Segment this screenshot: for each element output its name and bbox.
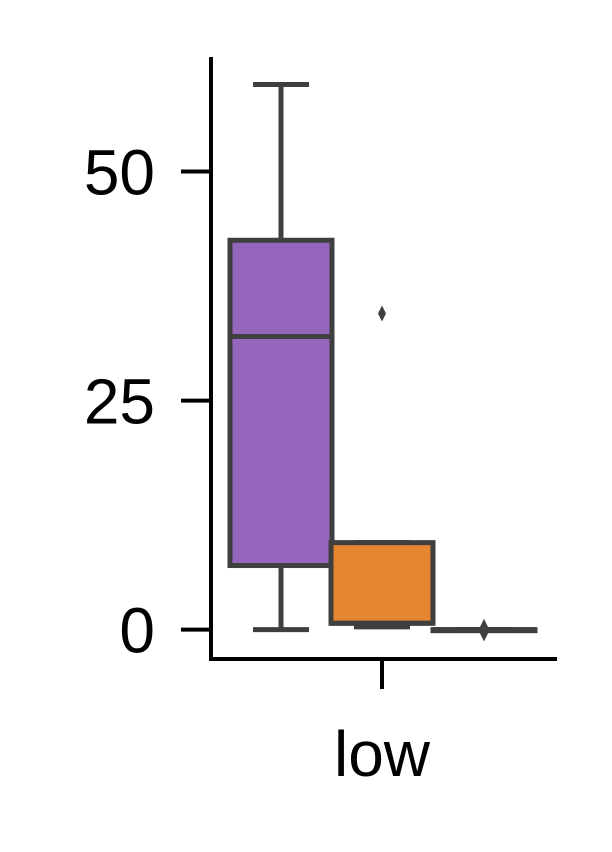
box-3 bbox=[430, 618, 538, 642]
outlier-point bbox=[378, 305, 386, 322]
boxes-group bbox=[227, 81, 538, 642]
box-2 bbox=[328, 305, 436, 630]
box-body bbox=[328, 540, 436, 626]
y-tick-label: 50 bbox=[84, 137, 155, 209]
y-tick-label: 25 bbox=[84, 366, 155, 438]
x-axis-ticks: low bbox=[334, 659, 431, 790]
y-axis-ticks: 0 25 50 bbox=[84, 137, 211, 667]
box-body bbox=[227, 237, 335, 569]
box-1 bbox=[227, 81, 335, 633]
y-tick-label: 0 bbox=[119, 595, 155, 667]
x-tick-label-low: low bbox=[334, 718, 431, 790]
outlier-point bbox=[480, 625, 488, 642]
